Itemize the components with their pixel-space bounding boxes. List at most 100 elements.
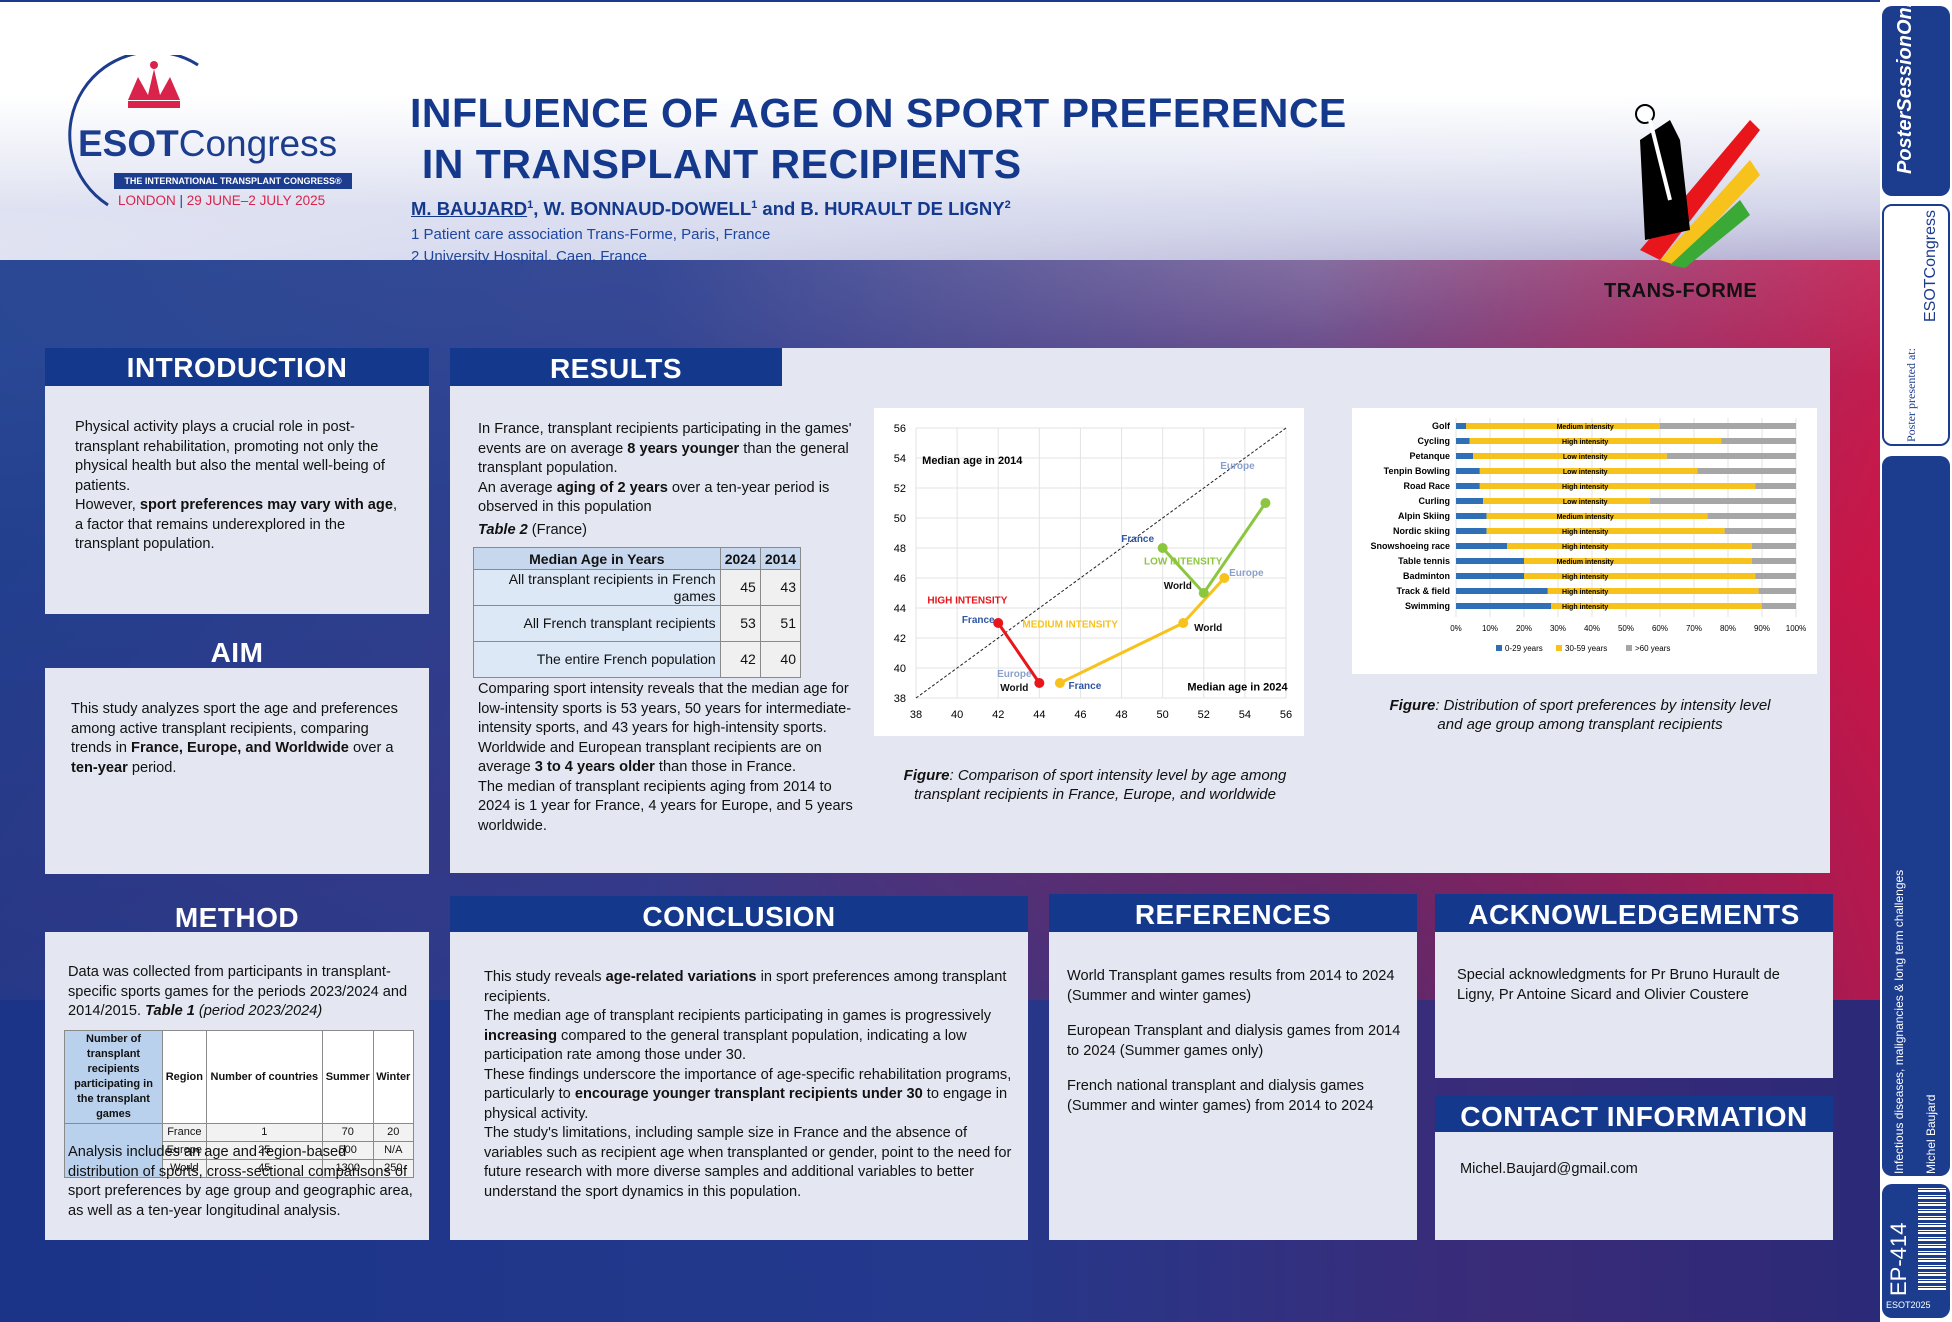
data-point [1219,573,1230,583]
bar-segment [1456,573,1524,579]
results-text-top: In France, transplant recipients partici… [478,420,853,540]
t2-cell: The entire French population [473,641,721,678]
bar-segment [1649,498,1796,504]
poster-title: INFLUENCE OF AGE ON SPORT PREFERENCE IN … [410,88,1347,190]
bar-segment [1456,498,1484,504]
conc-p3a: These findings underscore the importance… [484,1066,1012,1103]
bar-segment [1551,603,1762,609]
y-tick-label: 56 [894,423,906,435]
bar-segment [1456,513,1487,519]
presented-at-panel: Poster presented at: ESOTCongress [1882,204,1950,446]
y-tick-label: 44 [894,603,906,615]
bar-segment [1456,468,1480,474]
x-tick-label: 38 [910,709,922,721]
intro-p2b: sport preferences may vary with age [139,497,393,513]
t2-cell: 40 [759,641,802,678]
chart-sport-distribution: 0% 10% 20% 30% 40% 50% 60% 70% 80% 90% 100% Golf Med… [1352,408,1817,674]
t2-cell: 43 [759,569,802,606]
conc-p3b: encourage younger transplant recipients … [574,1086,923,1102]
bar-segment [1456,483,1480,489]
series-line [996,622,1041,684]
x-tick-label: 30% [1550,624,1566,633]
x-tick-label: 70% [1686,624,1702,633]
t2-cell: 45 [719,569,761,606]
bar-segment [1547,588,1759,594]
intensity-label: High intensity [1562,574,1608,581]
table-2-header: Median Age in Years 2024 2014 [473,547,802,570]
meth-p1b: Table 1 [145,1003,195,1019]
series-label: MEDIUM INTENSITY [1022,620,1118,631]
conc-p2b: increasing [484,1027,557,1044]
figure-2-caption: Figure: Distribution of sport preference… [1380,696,1780,734]
t2-h1: 2024 [719,547,761,570]
t1-h2: Number of countries [205,1030,323,1124]
bar-segment [1456,438,1470,444]
x-tick-label: 52 [1198,709,1210,721]
category-label: Snowshoeing race [1370,541,1450,551]
conclusion-heading: CONCLUSION [450,896,1028,932]
category-label: Alpin Skiing [1398,511,1450,521]
bar-segment [1469,438,1722,444]
aim-text: This study analyzes sport the age and pr… [71,700,411,778]
intensity-label: High intensity [1562,589,1608,596]
category-label: Badminton [1403,571,1450,581]
introduction-panel [45,348,429,614]
y-tick-label: 46 [894,573,906,585]
sidebar-topic: Infectious diseases, malignancies & long… [1892,869,1906,1174]
figure-1-caption: Figure: Comparison of sport intensity le… [900,766,1290,804]
title-line-1: INFLUENCE OF AGE ON SPORT PREFERENCE [410,90,1347,136]
res-p2c: over a ten-year period is observed in th… [478,479,830,516]
aim-a: This study analyzes sport the age and pr… [71,701,398,756]
intro-p2a: However, [75,497,140,513]
y-tick-label: 48 [894,543,906,555]
bar-segment [1486,513,1708,519]
fig2-caption-b: Figure [1389,697,1436,714]
category-label: Track & field [1396,586,1450,596]
contact-email[interactable]: Michel.Baujard@gmail.com [1460,1161,1638,1177]
author-first: M. BAUJARD [411,198,528,219]
method-heading: METHOD [174,902,300,933]
author-third-sup: 2 [1004,198,1011,211]
reference-item: World Transplant games results from 2014… [1067,968,1395,1004]
t2-cell: All transplant recipients in French game… [473,569,721,606]
title-line-2: IN TRANSPLANT RECIPIENTS [410,141,1022,187]
res-p2a: An average [478,479,557,496]
x-tick-label: 50 [1157,709,1169,721]
acknowledgements-text: Special acknowledgments for Pr Bruno Hur… [1457,967,1780,1003]
x-tick-label: 0% [1450,624,1462,633]
t2-cell: 42 [719,641,761,678]
x-tick-label: 40 [951,709,963,721]
table-row: All French transplant recipients 53 51 [473,605,802,642]
esot-congress-logo: ESOTCongress THE INTERNATIONAL TRANSPLAN… [48,50,358,215]
x-tick-label: 44 [1033,709,1045,721]
bar-segment [1524,558,1752,564]
table-2: Median Age in Years 2024 2014 All transp… [473,547,802,678]
res-p1b: 8 years younger [627,440,740,457]
authors: M. BAUJARD1, W. BONNAUD-DOWELL1 and B. H… [411,198,1011,220]
legend-label: 0-29 years [1505,644,1543,653]
bar-segment [1758,588,1796,594]
x-tick-label: 90% [1754,624,1770,633]
t2-cell: 53 [719,605,761,642]
author-first-sup: 1 [527,198,534,211]
category-label: Petanque [1409,451,1450,461]
chart-intensity-age: 38 40 42 44 46 48 50 52 54 56 38 40 42 44 46 48 50 52 54 56… [874,408,1304,736]
res-p4b: 3 to 4 years older [534,759,655,775]
y-tick-label: 38 [894,693,906,705]
intensity-label: Low intensity [1563,499,1608,506]
point-label: Europe [997,669,1032,680]
point-label: France [1068,681,1101,692]
series-label: HIGH INTENSITY [927,596,1007,607]
aim-e: period. [127,759,177,776]
aim-panel [45,668,429,874]
fig1-caption: : Comparison of sport intensity level by… [914,767,1287,803]
top-border [0,0,1880,2]
bar-segment [1456,588,1548,594]
legend-label: 30-59 years [1565,644,1607,653]
x-tick-label: 60% [1652,624,1668,633]
poster-code-panel: EP-414 ESOT2025 [1882,1184,1950,1318]
x-tick-label: 100% [1786,624,1806,633]
t1-cell: 70 [321,1123,374,1142]
series-label: LOW INTENSITY [1144,557,1223,568]
author-second-sup: 1 [751,198,758,211]
